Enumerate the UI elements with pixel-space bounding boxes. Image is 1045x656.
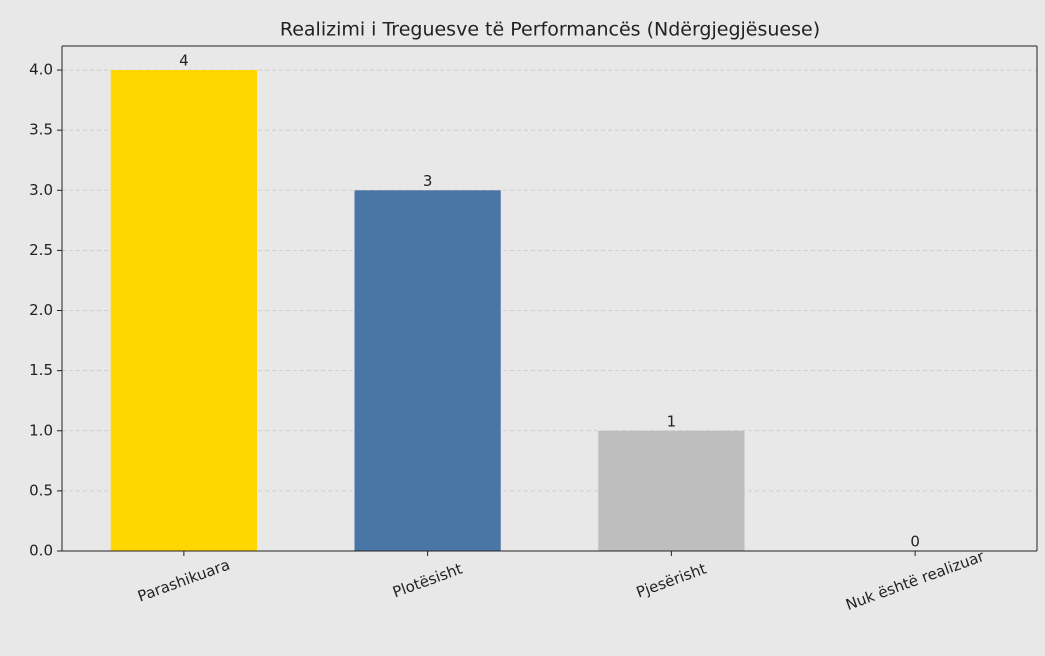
value-label: 3 <box>423 172 433 190</box>
value-label: 0 <box>910 533 920 551</box>
y-tick-label: 1.0 <box>29 421 53 439</box>
value-label: 1 <box>667 412 677 430</box>
y-tick-label: 0.0 <box>29 542 53 560</box>
bar <box>354 190 501 552</box>
y-tick-label: 4.0 <box>29 61 53 79</box>
value-label: 4 <box>179 52 189 70</box>
bar <box>598 430 745 551</box>
y-tick-label: 0.5 <box>29 481 53 499</box>
y-tick-label: 3.5 <box>29 121 53 139</box>
y-tick-label: 2.0 <box>29 301 53 319</box>
chart-title: Realizimi i Treguesve të Performancës (N… <box>280 19 820 41</box>
y-tick-label: 2.5 <box>29 241 53 259</box>
bar <box>110 70 257 552</box>
y-tick-label: 3.0 <box>29 181 53 199</box>
y-tick-label: 1.5 <box>29 361 53 379</box>
